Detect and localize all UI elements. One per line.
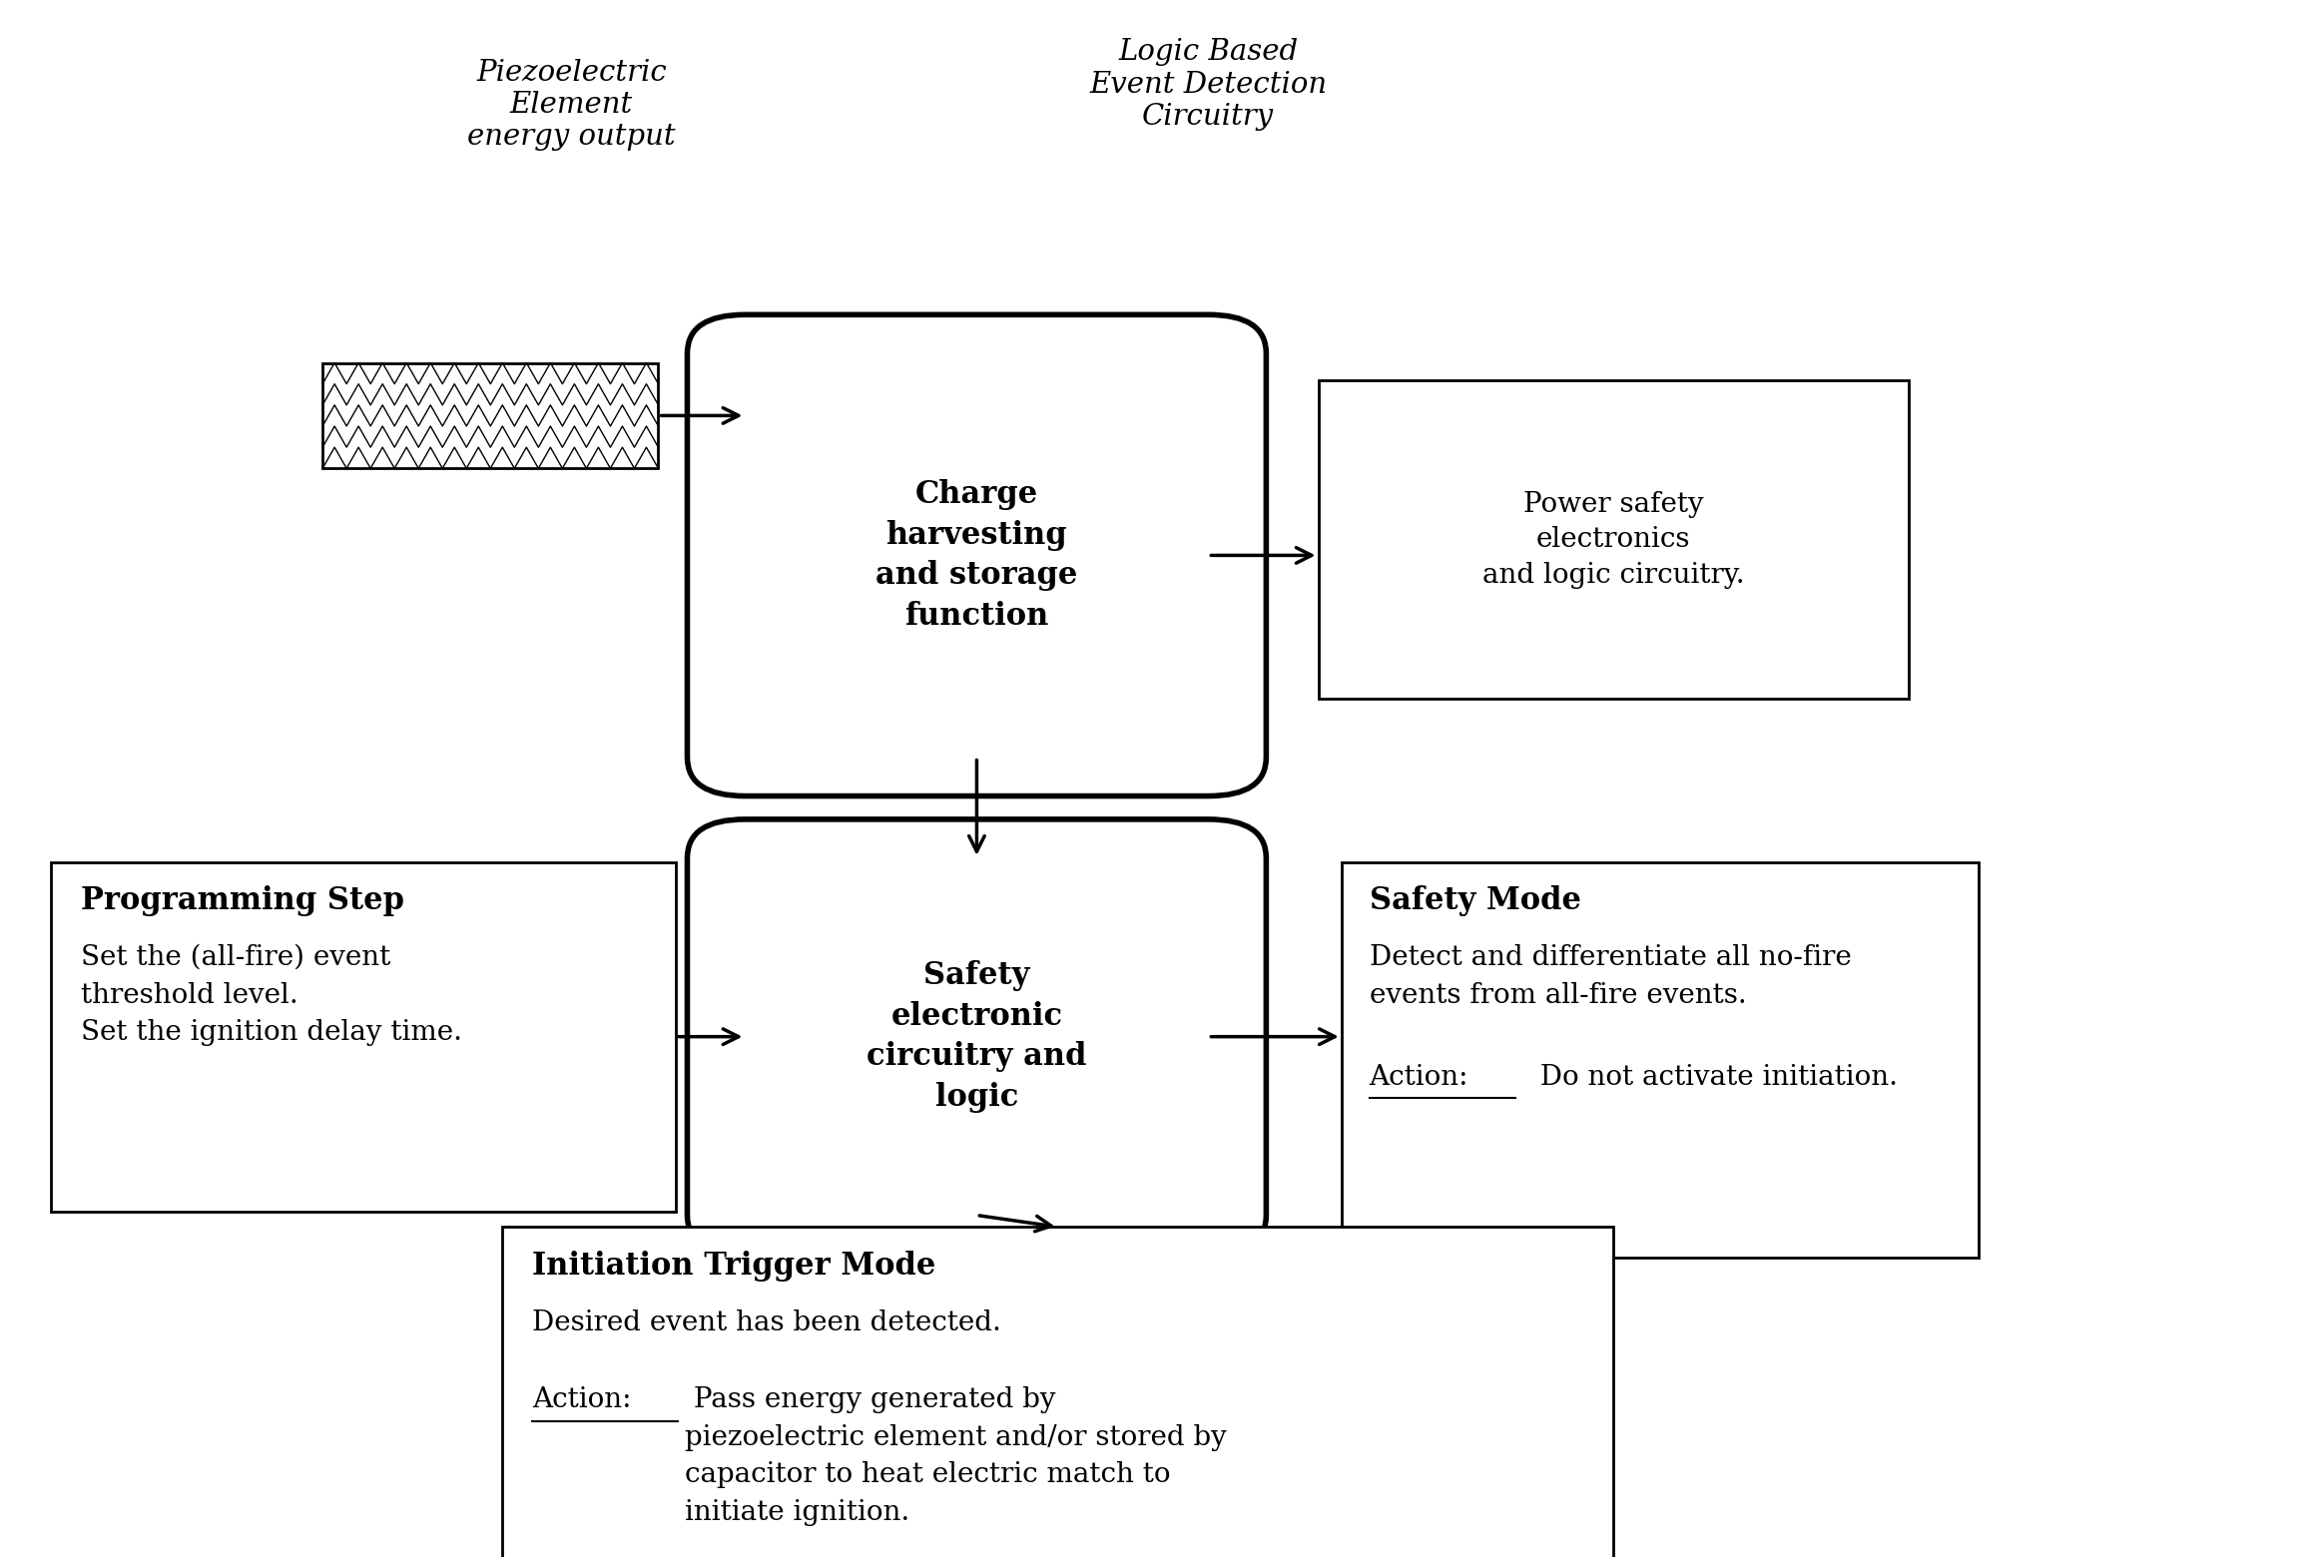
Text: Detect and differentiate all no-fire
events from all-fire events.: Detect and differentiate all no-fire eve…: [1369, 944, 1852, 1008]
Text: Safety Mode: Safety Mode: [1369, 886, 1580, 916]
Text: Action:: Action:: [532, 1386, 632, 1414]
Text: Action:: Action:: [1369, 1063, 1469, 1091]
Text: Set the (all-fire) event
threshold level.
Set the ignition delay time.: Set the (all-fire) event threshold level…: [81, 944, 462, 1046]
Bar: [51, 862, 676, 1212]
Text: Logic Based
Event Detection
Circuitry: Logic Based Event Detection Circuitry: [1090, 38, 1327, 132]
Bar: [1318, 381, 1908, 699]
Text: Charge
harvesting
and storage
function: Charge harvesting and storage function: [876, 480, 1078, 632]
Text: Pass energy generated by
piezoelectric element and/or stored by
capacitor to hea: Pass energy generated by piezoelectric e…: [686, 1386, 1227, 1526]
Bar: [323, 362, 658, 469]
Text: Piezoelectric
Element
energy output: Piezoelectric Element energy output: [467, 58, 676, 151]
Text: Desired event has been detected.: Desired event has been detected.: [532, 1309, 1002, 1336]
Text: Do not activate initiation.: Do not activate initiation.: [1522, 1063, 1896, 1091]
Bar: [1341, 862, 1978, 1258]
Bar: [502, 1226, 1613, 1568]
Text: Safety
electronic
circuitry and
logic: Safety electronic circuitry and logic: [867, 961, 1088, 1113]
Text: Power safety
electronics
and logic circuitry.: Power safety electronics and logic circu…: [1483, 491, 1745, 588]
FancyBboxPatch shape: [688, 315, 1267, 797]
Bar: [323, 362, 658, 469]
Text: Initiation Trigger Mode: Initiation Trigger Mode: [532, 1250, 937, 1281]
FancyBboxPatch shape: [688, 820, 1267, 1254]
Text: Programming Step: Programming Step: [81, 886, 404, 916]
